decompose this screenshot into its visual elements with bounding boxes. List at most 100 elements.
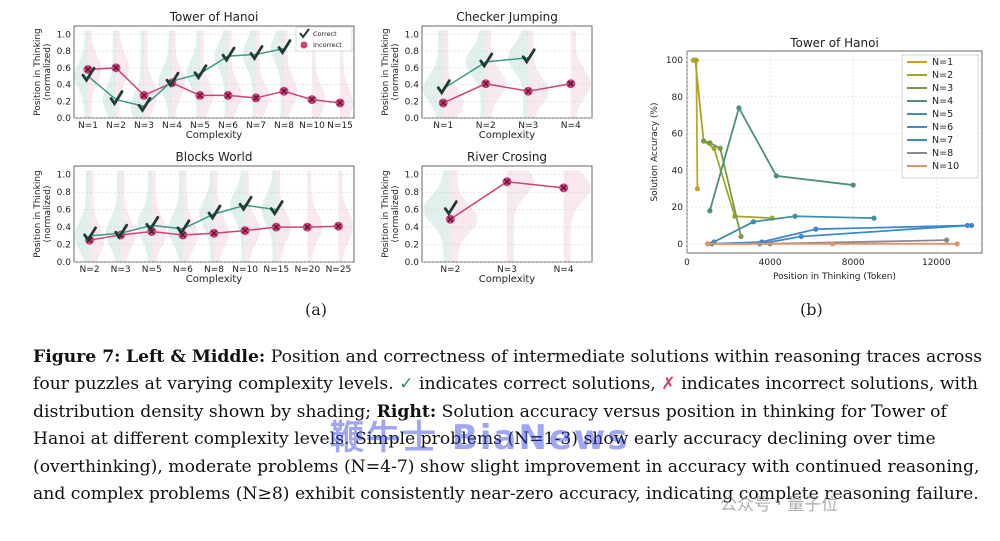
check-icon (176, 219, 191, 236)
y-tick-label: 0.6 (405, 64, 420, 74)
x-tick-label: 8000 (842, 258, 865, 268)
x-tick-label: N=10 (232, 265, 258, 275)
watermark-main: 鞭牛士 BiaNews (330, 418, 630, 458)
density-incorrect (563, 170, 591, 262)
legend-label: N=7 (932, 135, 953, 146)
x-tick-label: N=5 (190, 121, 210, 131)
legend-label: N=3 (932, 83, 953, 94)
density-incorrect (507, 170, 534, 262)
panel-title: Checker Jumping (456, 10, 558, 24)
legend-correct: Correct (313, 30, 337, 38)
y-tick-label: 0.8 (405, 47, 420, 57)
density-correct (465, 30, 486, 119)
density-incorrect (485, 30, 507, 119)
cross-icon (113, 64, 119, 71)
check-icon (109, 90, 124, 107)
density-correct (422, 30, 444, 119)
y-axis-label: (normalized) (391, 43, 401, 100)
y-tick-label: 0.8 (405, 188, 420, 198)
x-tick-label: 0 (684, 258, 690, 268)
check-icon (436, 79, 451, 96)
check-icon (221, 46, 236, 63)
density-incorrect (284, 30, 298, 119)
x-axis-label: Complexity (186, 274, 243, 284)
check-icon (479, 52, 494, 69)
x-tick-label: N=6 (173, 265, 193, 275)
cross-icon (211, 230, 217, 237)
density-incorrect (338, 170, 354, 262)
panel-blocks: Blocks World Position in Thinking (normali… (30, 150, 360, 285)
chart-title: Tower of Hanoi (789, 36, 879, 50)
cross-icon (273, 224, 280, 231)
y-tick-label: 60 (672, 130, 684, 140)
density-correct (74, 170, 90, 262)
cross-icon (253, 94, 259, 101)
check-icon (299, 28, 310, 39)
legend-incorrect: Incorrect (313, 41, 342, 49)
cross-icon (482, 80, 489, 87)
density-incorrect (89, 170, 105, 262)
series-point (944, 237, 950, 243)
y-axis-label: Position in Thinking (381, 28, 391, 116)
x-tick-label: N=6 (218, 121, 238, 131)
y-axis-label: Position in Thinking (381, 170, 391, 258)
series-point (692, 57, 698, 63)
figure-caption: Figure 7: Left & Middle: Position and co… (33, 344, 983, 508)
check-icon (277, 39, 292, 56)
incorrect-line (87, 67, 341, 104)
y-tick-label: 0.6 (405, 206, 420, 216)
caption-text-1: Position and correctness of intermediate… (33, 347, 983, 395)
x-tick-label: N=15 (327, 121, 353, 131)
density-incorrect (528, 30, 549, 119)
incorrect-line (442, 82, 571, 104)
y-tick-label: 0.2 (57, 97, 71, 107)
series-point (717, 145, 723, 151)
check-icon (193, 64, 208, 81)
series-point (736, 105, 742, 111)
y-tick-label: 0.2 (405, 241, 419, 251)
cross-icon (300, 41, 308, 49)
density-correct (214, 30, 228, 119)
legend-label: N=5 (932, 109, 953, 120)
cross-icon (225, 92, 231, 99)
legend-label: N=1 (932, 57, 953, 68)
cross-icon (440, 99, 447, 106)
x-tick-label: N=4 (162, 121, 182, 131)
y-tick-label: 0.0 (57, 258, 72, 268)
legend-label: N=8 (932, 148, 953, 159)
chart-river: River Crosing Position in Thinking (normal… (381, 150, 593, 285)
x-tick-label: N=2 (476, 121, 496, 131)
cross-icon (309, 96, 315, 103)
series-line (694, 60, 773, 220)
density-correct (423, 170, 451, 262)
cross-icon (281, 88, 287, 95)
x-tick-label: 12000 (922, 258, 951, 268)
y-tick-label: 0.4 (57, 81, 72, 91)
check-icon (165, 71, 180, 88)
chart-accuracy: Tower of Hanoi Solution Accuracy (%) Posit… (650, 36, 983, 282)
x-tick-label: N=15 (263, 265, 289, 275)
cross-icon: ✗ (661, 374, 676, 395)
y-tick-label: 100 (666, 56, 683, 66)
density-incorrect (450, 170, 478, 262)
legend-label: N=10 (932, 161, 959, 172)
series-line (711, 224, 972, 245)
x-tick-label: N=5 (142, 265, 162, 275)
y-axis-label: (normalized) (43, 43, 53, 100)
y-tick-label: 1.0 (57, 30, 72, 40)
density-incorrect (245, 170, 261, 262)
x-tick-label: N=1 (78, 121, 98, 131)
y-tick-label: 0.8 (57, 47, 72, 57)
check-icon (521, 48, 536, 65)
check-icon (269, 200, 284, 217)
chart-checker: Checker Jumping Position in Thinking (norm… (381, 10, 593, 141)
series-point (738, 233, 744, 240)
legend-label: N=6 (932, 122, 953, 133)
series-point (750, 219, 757, 225)
x-tick-label: N=8 (274, 121, 294, 131)
y-tick-label: 0 (677, 240, 683, 250)
x-tick-label: N=2 (440, 265, 460, 275)
check-icon (145, 215, 160, 232)
series-point (701, 138, 707, 144)
cross-icon (525, 88, 532, 95)
